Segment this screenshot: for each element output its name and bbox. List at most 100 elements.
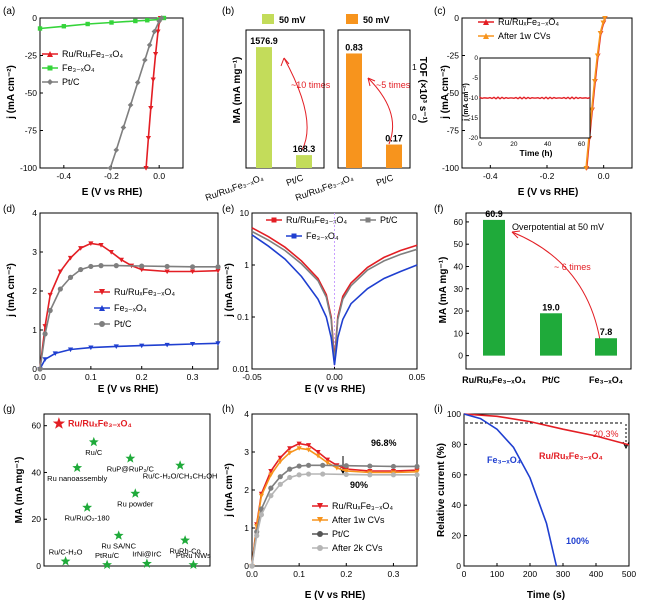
point-h-3-10 xyxy=(367,472,373,478)
point-h-2-6 xyxy=(296,463,302,469)
arrowhead-b-left xyxy=(280,57,290,67)
xlabel-a: E (V vs RHE) xyxy=(82,187,143,198)
point-h-1-4 xyxy=(277,459,283,465)
ytick-label-e-3: 10 xyxy=(240,208,250,218)
point-a-2-0 xyxy=(107,165,114,171)
legend-d: Ru/RuₓFe₃₋ₓO₄ Fe₃₋ₓO₄ Pt/C xyxy=(94,287,175,329)
bar-b-ma-label-0: 1576.9 xyxy=(250,36,278,46)
xtick-label-i-0: 0 xyxy=(462,569,467,579)
arrowhead-f xyxy=(511,230,521,239)
bar-f-label-1: 19.0 xyxy=(542,302,560,312)
g-point-label-8: RuRh-Co xyxy=(169,546,200,555)
b-right-tick-0: 0 xyxy=(412,112,417,122)
ytick-label-d-1: 1 xyxy=(32,325,37,335)
legend-d-1: Fe₃₋ₓO₄ xyxy=(114,303,147,313)
point-h-2-8 xyxy=(320,462,326,468)
inset-ylabel: j (mA cm⁻²) xyxy=(463,83,470,122)
g-point-label-4: Ru/C-H₂O/CH₃CH₂OH xyxy=(143,471,218,480)
point-d-1-2 xyxy=(52,351,58,356)
xtick-label-h-2: 0.2 xyxy=(340,569,352,579)
g-point-label-12: PtRu NWs xyxy=(176,551,211,560)
b-left-cat-0: Ru/RuₓFe₃₋ₓO₄ xyxy=(204,172,265,202)
xtick-label-d-3: 0.3 xyxy=(187,372,199,382)
bar-b-ma-0 xyxy=(256,47,272,168)
panel-label-g: (g) xyxy=(3,404,15,415)
g-point-1 xyxy=(88,436,99,447)
series-line-i-1 xyxy=(463,413,558,567)
bar-b-tof-0 xyxy=(346,53,362,168)
plot-frame-f xyxy=(465,212,632,370)
arrow-b-left xyxy=(283,57,308,151)
g-point-label-1: Ru/C xyxy=(85,448,103,457)
ytick-label-f-4: 40 xyxy=(454,261,464,271)
ylabel-c: j (mA cm⁻²) xyxy=(440,65,451,120)
g-point-label-2: RuP@RuP₂/C xyxy=(107,464,155,473)
legend-a-0: Ru/RuₓFe₃₋ₓO₄ xyxy=(62,49,123,59)
series-line-e-2 xyxy=(251,234,418,365)
ytick-label-a-1: -25 xyxy=(25,51,38,61)
g-point-4 xyxy=(175,460,186,470)
point-d-1-7 xyxy=(164,342,170,348)
ytick-label-g-3: 60 xyxy=(32,421,42,431)
legend-c: Ru/RuₓFe₃₋ₓO₄ After 1w CVs xyxy=(478,17,559,41)
point-d-2-6 xyxy=(88,263,94,270)
point-h-0-6 xyxy=(296,441,302,447)
arrow-f xyxy=(511,231,601,341)
legend-h-3: After 2k CVs xyxy=(332,543,383,553)
point-d-2-7 xyxy=(98,263,104,269)
point-h-1-5 xyxy=(287,450,293,456)
point-h-0-4 xyxy=(277,455,283,461)
point-h-2-10 xyxy=(367,463,373,469)
annot-b-left: ~10 times xyxy=(291,80,331,90)
g-point-11 xyxy=(142,558,152,568)
ytick-label-h-3: 3 xyxy=(244,447,249,457)
ytick-label-a-3: -75 xyxy=(25,126,38,136)
xtick-label-a-1: -0.2 xyxy=(104,171,119,181)
point-h-1-2 xyxy=(258,493,265,499)
point-a-1-5 xyxy=(145,18,150,23)
point-a-0-0 xyxy=(143,166,149,171)
g-point-7 xyxy=(113,530,124,540)
point-c-1-5 xyxy=(597,31,603,36)
ylabel-d: j (mA cm⁻²) xyxy=(6,263,17,318)
point-h-3-7 xyxy=(305,471,312,477)
inset-ytick-4: -20 xyxy=(469,135,479,142)
ytick-label-i-0: 0 xyxy=(456,561,461,571)
point-d-1-1 xyxy=(42,357,48,362)
bar-f-1 xyxy=(540,313,562,356)
point-a-2-2 xyxy=(120,124,127,131)
ylabel-i: Relative current (%) xyxy=(436,443,447,537)
g-point-9 xyxy=(60,556,71,566)
b-right-cat-1: Pt/C xyxy=(375,172,395,188)
point-a-2-6 xyxy=(146,42,153,48)
point-h-2-5 xyxy=(287,466,293,472)
point-c-1-4 xyxy=(594,53,601,59)
bar-f-label-0: 60.9 xyxy=(485,209,503,219)
xtick-label-i-1: 100 xyxy=(490,569,504,579)
legend-d-0: Ru/RuₓFe₃₋ₓO₄ xyxy=(114,287,175,297)
bar-f-2 xyxy=(595,338,617,356)
point-h-0-7 xyxy=(305,443,312,448)
ytick-label-g-2: 40 xyxy=(32,467,42,477)
ytick-label-h-2: 2 xyxy=(244,485,249,495)
ytick-label-c-0: 0 xyxy=(454,13,459,23)
inset-xtick-2: 40 xyxy=(544,141,552,148)
inset-xtick-3: 60 xyxy=(578,141,586,148)
point-d-2-12 xyxy=(215,264,221,270)
point-h-2-9 xyxy=(343,463,349,469)
b-left-cat-1: Pt/C xyxy=(285,172,305,188)
point-h-0-5 xyxy=(287,446,293,451)
xlabel-c: E (V vs RHE) xyxy=(518,187,579,198)
point-a-2-3 xyxy=(127,102,134,108)
bar-b-ma-label-1: 168.3 xyxy=(293,144,316,154)
point-h-2-3 xyxy=(268,485,274,491)
point-d-0-7 xyxy=(98,242,104,248)
point-h-3-8 xyxy=(320,471,326,477)
point-h-3-9 xyxy=(343,471,349,478)
point-h-3-6 xyxy=(296,472,302,478)
xtick-label-i-3: 300 xyxy=(556,569,570,579)
g-point-label-6: Ru/RuO₂-180 xyxy=(65,514,110,523)
bar-b-tof-label-0: 0.83 xyxy=(345,42,363,52)
xtick-label-c-1: -0.2 xyxy=(540,171,555,181)
panel-label-h: (h) xyxy=(222,404,234,415)
